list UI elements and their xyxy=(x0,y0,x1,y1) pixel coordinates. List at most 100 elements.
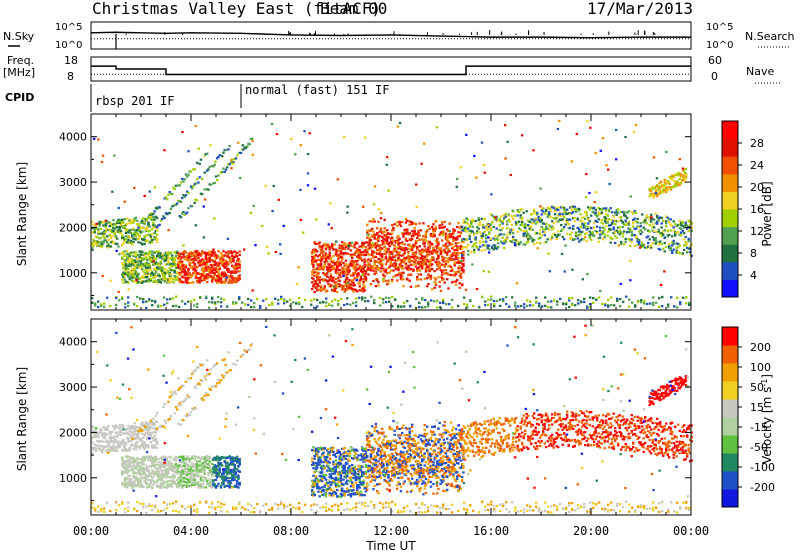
echo-cell xyxy=(634,510,637,513)
echo-cell xyxy=(638,238,641,242)
echo-cell xyxy=(467,223,470,226)
echo-cell xyxy=(394,239,398,243)
echo-cell xyxy=(589,501,592,504)
echo-cell xyxy=(690,243,693,246)
echo-cell xyxy=(282,224,285,227)
echo-cell xyxy=(675,242,678,245)
echo-cell xyxy=(109,241,113,244)
echo-cell xyxy=(480,237,483,240)
echo-cell xyxy=(597,240,600,243)
echo-cell xyxy=(91,231,94,234)
echo-cell xyxy=(406,256,409,259)
echo-cell xyxy=(138,235,141,238)
echo-cell xyxy=(461,255,464,259)
echo-cell xyxy=(448,257,451,260)
echo-cell xyxy=(536,211,539,215)
echo-cell xyxy=(603,207,606,210)
echo-cell xyxy=(363,285,366,288)
echo-cell xyxy=(654,212,657,215)
echo-cell xyxy=(134,260,138,264)
echo-cell xyxy=(226,268,229,271)
echo-cell xyxy=(191,205,194,208)
echo-cell xyxy=(351,287,354,291)
echo-cell xyxy=(265,503,268,506)
echo-cell xyxy=(684,243,687,247)
echo-cell xyxy=(653,187,656,190)
echo-cell xyxy=(454,237,458,240)
echo-cell xyxy=(444,271,448,275)
echo-cell xyxy=(418,269,421,272)
echo-cell xyxy=(573,208,576,211)
echo-cell xyxy=(163,501,166,504)
echo-cell xyxy=(446,228,449,231)
echo-cell xyxy=(507,218,510,222)
echo-cell xyxy=(364,501,367,505)
echo-cell xyxy=(443,225,446,229)
echo-cell xyxy=(178,200,181,203)
echo-cell xyxy=(168,277,171,280)
echo-cell xyxy=(134,255,138,259)
echo-cell xyxy=(316,278,319,281)
echo-cell xyxy=(632,212,635,215)
echo-cell xyxy=(166,302,169,305)
echo-cell xyxy=(652,196,655,199)
echo-cell xyxy=(133,233,136,236)
echo-cell xyxy=(612,226,615,229)
echo-cell xyxy=(382,237,385,240)
echo-cell xyxy=(336,254,339,257)
echo-cell xyxy=(424,298,427,302)
echo-cell xyxy=(568,305,571,309)
echo-cell xyxy=(489,237,492,240)
echo-cell xyxy=(549,206,552,209)
echo-cell xyxy=(434,239,438,242)
echo-cell xyxy=(139,263,143,266)
echo-cell xyxy=(346,243,349,246)
echo-cell xyxy=(519,241,522,244)
echo-cell xyxy=(183,258,186,261)
echo-cell xyxy=(448,222,451,225)
echo-cell xyxy=(482,234,485,238)
echo-cell xyxy=(438,233,441,236)
echo-cell xyxy=(318,253,321,257)
echo-cell xyxy=(206,252,209,255)
echo-cell xyxy=(649,302,652,305)
echo-cell xyxy=(188,281,191,285)
echo-cell xyxy=(571,268,574,271)
echo-cell xyxy=(434,220,438,223)
echo-cell xyxy=(149,279,153,282)
echo-cell xyxy=(550,505,553,508)
echo-cell xyxy=(326,266,329,269)
echo-cell xyxy=(178,262,181,265)
echo-cell xyxy=(454,280,458,283)
echo-cell xyxy=(381,264,384,267)
echo-cell xyxy=(339,245,343,248)
echo-cell xyxy=(217,250,220,253)
echo-cell xyxy=(545,208,548,212)
echo-cell xyxy=(127,275,130,278)
echo-cell xyxy=(124,280,128,283)
nave-label: Nave xyxy=(746,65,774,78)
echo-cell xyxy=(413,232,416,236)
echo-cell xyxy=(462,269,465,272)
echo-cell xyxy=(148,229,151,232)
echo-cell xyxy=(550,511,553,514)
echo-cell xyxy=(684,241,687,244)
echo-cell xyxy=(182,265,185,268)
echo-cell xyxy=(341,267,344,270)
echo-cell xyxy=(657,187,660,190)
echo-cell xyxy=(161,272,164,275)
echo-cell xyxy=(92,242,95,246)
echo-cell xyxy=(401,278,404,281)
echo-cell xyxy=(501,222,504,225)
echo-cell xyxy=(358,289,361,292)
echo-cell xyxy=(178,184,181,187)
echo-cell xyxy=(610,501,613,504)
echo-cell xyxy=(221,280,224,284)
echo-cell xyxy=(313,248,316,251)
echo-cell xyxy=(663,236,666,239)
echo-cell xyxy=(129,265,133,268)
echo-cell xyxy=(177,266,180,269)
echo-cell xyxy=(211,502,214,505)
echo-cell xyxy=(490,500,493,503)
echo-cell xyxy=(452,252,455,255)
